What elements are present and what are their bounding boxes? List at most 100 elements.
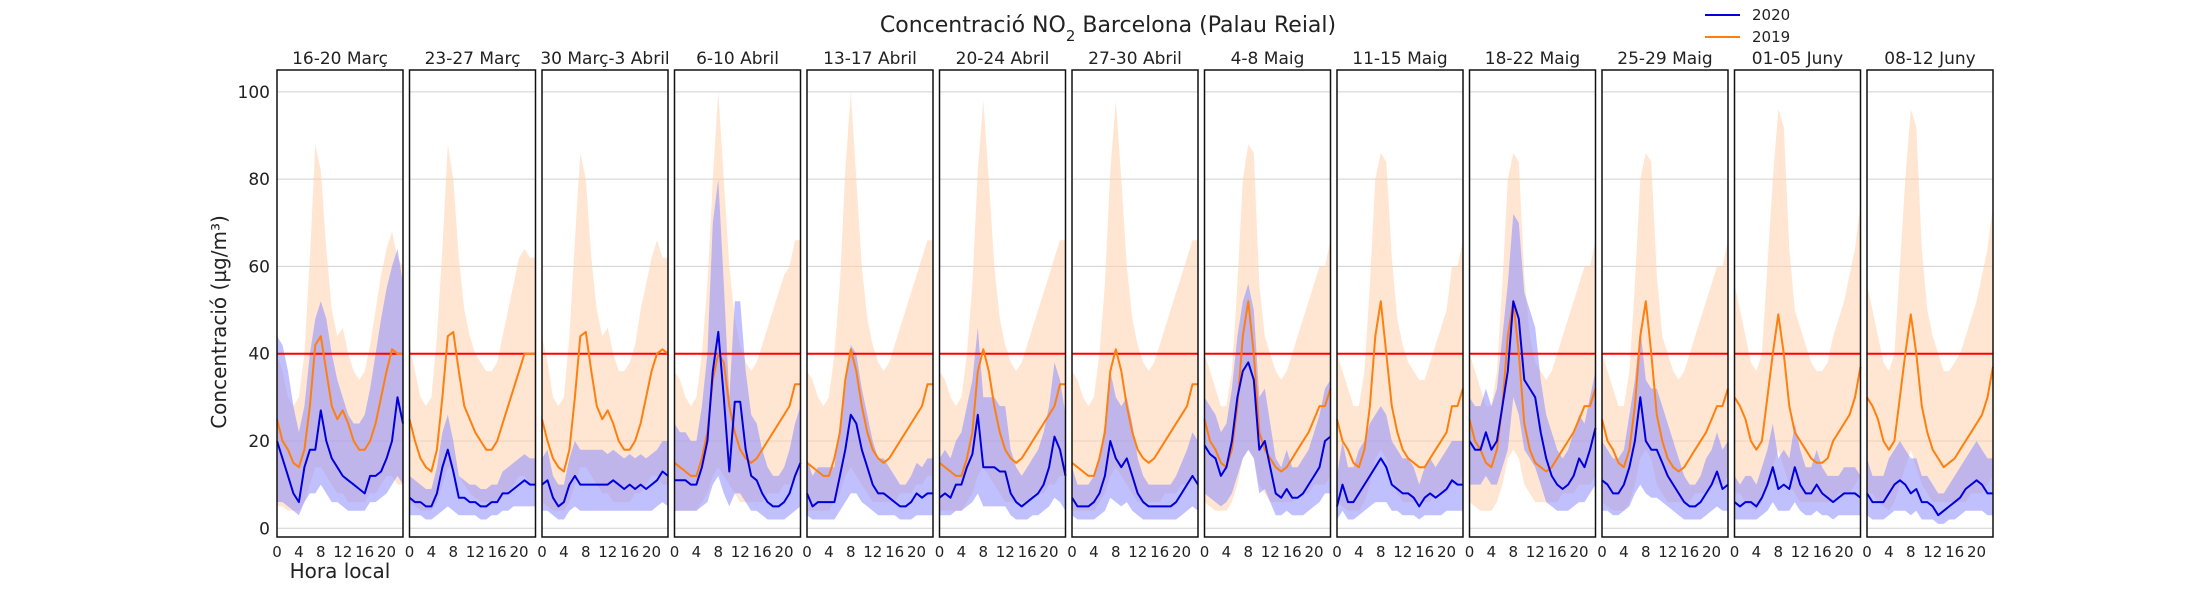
x-tick-label: 12 bbox=[1526, 543, 1545, 561]
x-tick-label: 12 bbox=[996, 543, 1015, 561]
x-tick-label: 8 bbox=[316, 543, 326, 561]
panel-title: 25-29 Maig bbox=[1617, 49, 1712, 69]
series-2019-line bbox=[1336, 300, 1464, 469]
band-2019 bbox=[409, 144, 536, 511]
x-axis-label: Hora local bbox=[290, 559, 391, 583]
legend-label-2020: 2020 bbox=[1752, 6, 1790, 24]
x-tick-label: 8 bbox=[1774, 543, 1784, 561]
x-tick-label: 20 bbox=[1437, 543, 1456, 561]
chart-title: Concentració NO2 Barcelona (Palau Reial) bbox=[880, 13, 1336, 45]
x-tick-label: 0 bbox=[670, 543, 680, 561]
y-tick-label: 40 bbox=[248, 345, 270, 365]
x-tick-label: 4 bbox=[427, 543, 437, 561]
panel-title: 11-15 Maig bbox=[1352, 49, 1447, 69]
x-tick-label: 4 bbox=[824, 543, 834, 561]
series-2019-line bbox=[408, 330, 536, 473]
series-2019-line bbox=[673, 352, 801, 477]
x-tick-label: 12 bbox=[333, 543, 352, 561]
x-tick-label: 12 bbox=[1393, 543, 1412, 561]
panel: 16-20 Març 0 4 8 12 16 20 bbox=[272, 49, 404, 561]
x-tick-label: 8 bbox=[1509, 543, 1519, 561]
x-tick-label: 20 bbox=[907, 543, 926, 561]
panel-frame bbox=[938, 69, 1067, 538]
y-axis-label: Concentració (µg/m³) bbox=[207, 215, 231, 429]
series-2019-line bbox=[1733, 313, 1862, 464]
panel-title: 01-05 Juny bbox=[1752, 49, 1843, 69]
x-tick-label: 0 bbox=[1067, 543, 1077, 561]
panel: 30 Març-3 Abril 0 4 8 12 16 20 bbox=[537, 49, 669, 561]
x-tick-label: 0 bbox=[935, 543, 945, 561]
x-tick-label: 20 bbox=[510, 543, 529, 561]
panel-frame bbox=[1601, 69, 1729, 538]
x-tick-label: 12 bbox=[1791, 543, 1810, 561]
x-tick-label: 16 bbox=[753, 543, 772, 561]
series-2020-line bbox=[1071, 440, 1199, 508]
x-tick-label: 0 bbox=[1200, 543, 1210, 561]
series-2019-line bbox=[1468, 300, 1597, 473]
series-2020-line bbox=[1866, 479, 1993, 517]
panel-frame bbox=[1468, 69, 1597, 538]
band-2019 bbox=[1072, 100, 1198, 511]
x-tick-label: 16 bbox=[1680, 543, 1699, 561]
x-tick-label: 8 bbox=[714, 543, 724, 561]
x-tick-label: 0 bbox=[405, 543, 415, 561]
x-tick-label: 8 bbox=[979, 543, 989, 561]
x-tick-label: 16 bbox=[885, 543, 904, 561]
x-tick-label: 4 bbox=[559, 543, 569, 561]
x-tick-label: 16 bbox=[1548, 543, 1567, 561]
band-2020 bbox=[1337, 406, 1463, 520]
series-2020-line bbox=[541, 470, 669, 508]
series-2019-line bbox=[938, 348, 1066, 477]
y-tick-label: 0 bbox=[259, 519, 270, 539]
x-tick-label: 20 bbox=[1040, 543, 1059, 561]
panel: 18-22 Maig 0 4 8 12 16 20 bbox=[1465, 49, 1597, 561]
x-tick-label: 12 bbox=[466, 543, 485, 561]
panel: 11-15 Maig 0 4 8 12 16 20 bbox=[1332, 49, 1464, 561]
x-tick-label: 4 bbox=[692, 543, 702, 561]
panel-title: 16-20 Març bbox=[292, 49, 388, 69]
series-2020-line bbox=[276, 396, 404, 504]
x-tick-label: 4 bbox=[1619, 543, 1629, 561]
x-tick-label: 4 bbox=[1089, 543, 1099, 561]
panel-frame bbox=[1071, 69, 1199, 538]
x-tick-label: 0 bbox=[1862, 543, 1872, 561]
x-tick-label: 0 bbox=[1597, 543, 1607, 561]
x-tick-label: 20 bbox=[377, 543, 396, 561]
panel-frame bbox=[1203, 69, 1332, 538]
panel-title: 18-22 Maig bbox=[1485, 49, 1580, 69]
panel-title: 6-10 Abril bbox=[696, 49, 779, 69]
panel-title: 4-8 Maig bbox=[1231, 49, 1305, 69]
series-2020-line bbox=[938, 413, 1067, 508]
series-2020-line bbox=[1601, 396, 1729, 508]
x-tick-label: 16 bbox=[1813, 543, 1832, 561]
panel: 27-30 Abril 0 4 8 12 16 20 bbox=[1067, 49, 1199, 561]
series-2020-line bbox=[1203, 361, 1332, 499]
x-tick-label: 0 bbox=[802, 543, 812, 561]
series-2020-line bbox=[1468, 300, 1597, 490]
band-2020 bbox=[939, 327, 1066, 520]
band-2019 bbox=[807, 91, 933, 511]
band-2020 bbox=[277, 248, 403, 516]
series-2019-line bbox=[1071, 348, 1198, 477]
series-2020-line bbox=[1733, 466, 1862, 508]
x-tick-label: 4 bbox=[1222, 543, 1232, 561]
panel-frame bbox=[806, 69, 934, 538]
x-tick-label: 20 bbox=[1702, 543, 1721, 561]
x-tick-label: 8 bbox=[449, 543, 459, 561]
panel-title: 20-24 Abril bbox=[956, 49, 1050, 69]
x-tick-label: 4 bbox=[1354, 543, 1364, 561]
series-2020-line bbox=[674, 330, 802, 508]
band-2020 bbox=[807, 345, 933, 520]
x-tick-label: 12 bbox=[1261, 543, 1280, 561]
panel: 25-29 Maig 0 4 8 12 16 20 bbox=[1597, 49, 1729, 561]
chart-title-subscript: 2 bbox=[1066, 27, 1076, 45]
series-2019-line bbox=[1601, 300, 1729, 473]
band-2020 bbox=[1867, 441, 1993, 524]
x-tick-label: 16 bbox=[1018, 543, 1037, 561]
series-2020-line bbox=[408, 448, 536, 508]
x-tick-label: 4 bbox=[1752, 543, 1762, 561]
panel-frame bbox=[1733, 69, 1862, 538]
x-tick-label: 8 bbox=[1376, 543, 1386, 561]
